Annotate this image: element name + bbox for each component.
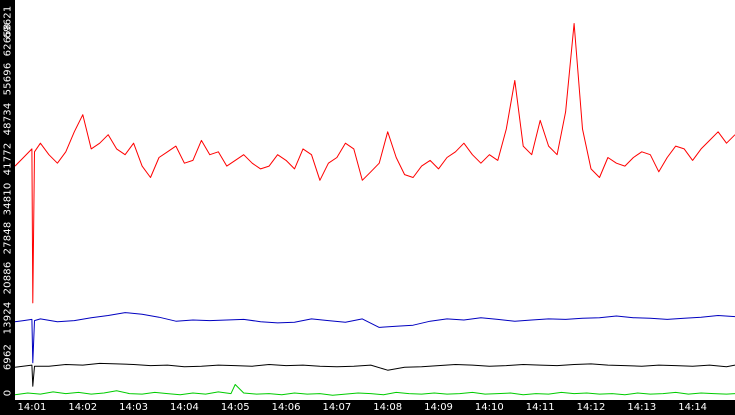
y-tick-label: 27848 (1, 216, 15, 260)
x-tick-label: 14:14 (678, 402, 708, 413)
y-tick-label: 55696 (1, 57, 15, 101)
y-tick-label: 41772 (1, 137, 15, 181)
x-axis-band (0, 400, 735, 415)
red-series-line (15, 23, 735, 304)
y-tick-text: 69621 (2, 5, 14, 39)
x-tick-label: 14:09 (424, 402, 453, 413)
x-tick-label: 14:07 (322, 402, 352, 413)
x-tick-label: 14:11 (525, 402, 555, 413)
black-series-line (15, 362, 735, 387)
y-tick-label: 20886 (1, 256, 15, 300)
y-tick-text: 48734 (2, 102, 14, 136)
y-axis-band (0, 0, 15, 415)
y-tick-text: 6962 (2, 344, 14, 371)
y-tick-label: 34810 (1, 177, 15, 221)
x-tick-label: 14:03 (119, 402, 148, 413)
x-tick-label: 14:12 (576, 402, 606, 413)
x-tick-label: 14:08 (373, 402, 403, 413)
x-tick-label: 14:13 (627, 402, 657, 413)
green-series-line (15, 384, 735, 396)
x-tick-label: 14:06 (271, 402, 301, 413)
y-tick-label: 13924 (1, 296, 15, 340)
y-tick-label: 48734 (1, 97, 15, 141)
y-tick-text: 13924 (2, 301, 14, 334)
x-tick-label: 14:10 (474, 402, 504, 413)
x-tick-label: 14:01 (17, 402, 47, 413)
y-tick-text: 0 (2, 389, 14, 397)
y-tick-label: 6962 (1, 335, 15, 379)
x-tick-label: 14:04 (169, 402, 199, 413)
y-tick-text: 27848 (2, 221, 14, 255)
y-tick-text: 20886 (2, 261, 14, 295)
y-tick-text: 55696 (2, 62, 14, 96)
x-tick-label: 14:05 (220, 402, 250, 413)
y-tick-text: 34810 (2, 182, 14, 215)
y-tick-text: 41772 (2, 142, 14, 176)
y-tick-label: 69621 (1, 0, 15, 44)
x-tick-label: 14:02 (68, 402, 98, 413)
plot-area (15, 23, 735, 396)
blue-series-line (15, 312, 735, 364)
